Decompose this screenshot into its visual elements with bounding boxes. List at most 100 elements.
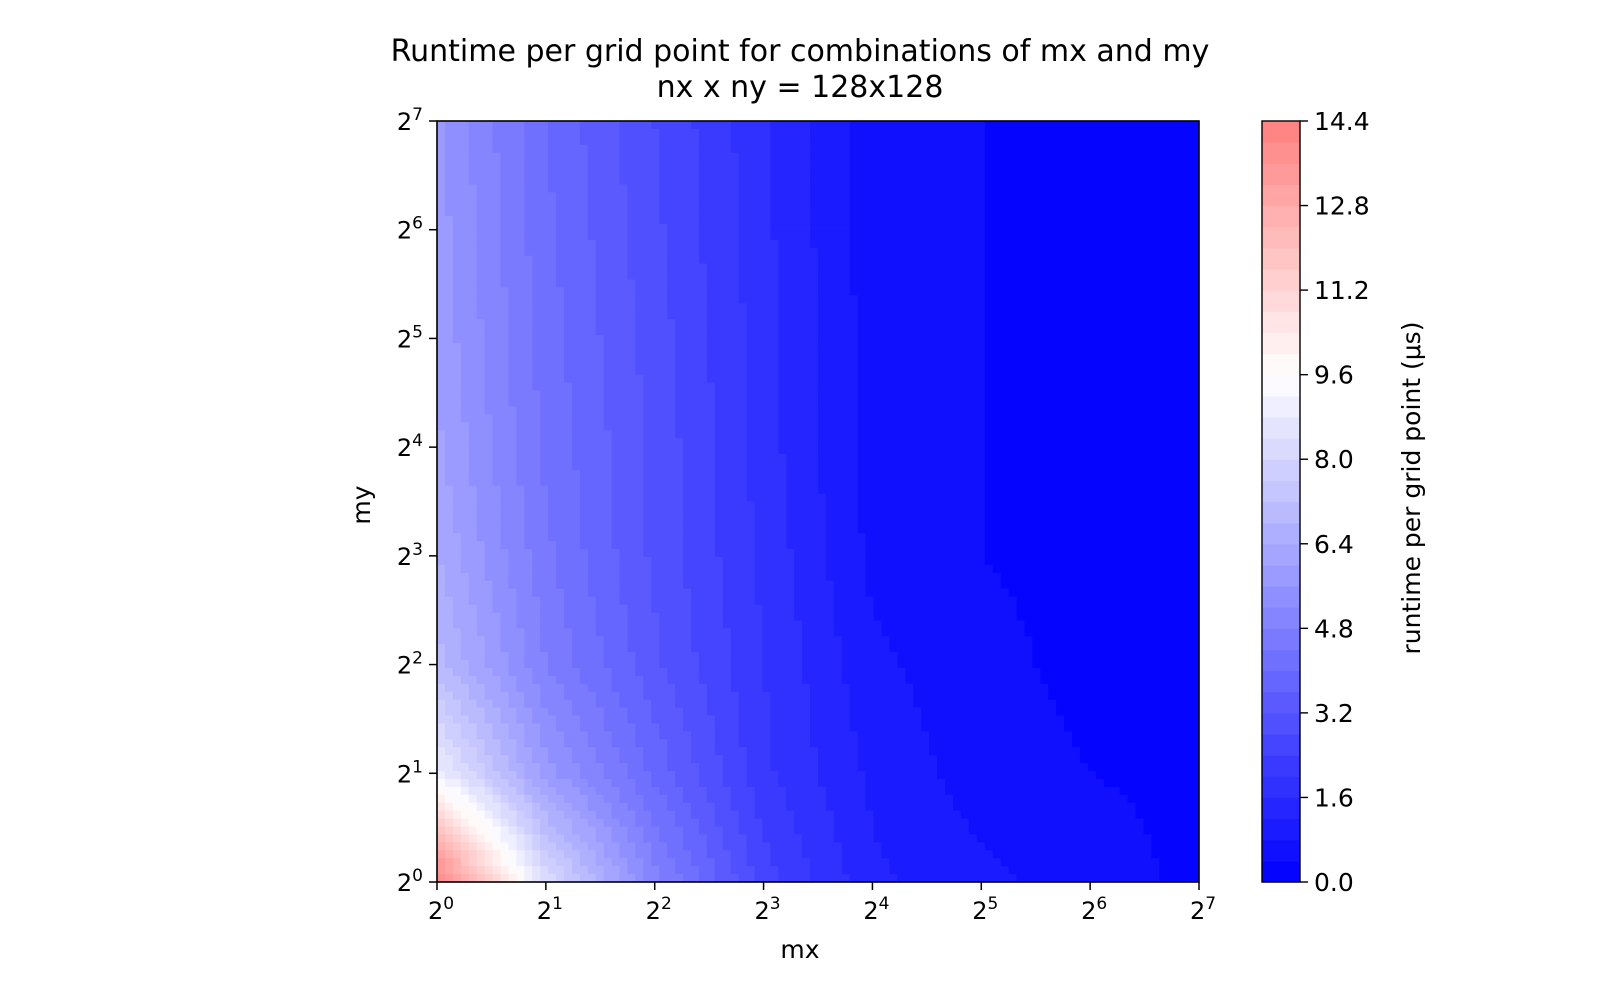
heatmap-cell xyxy=(802,453,811,463)
heatmap-cell xyxy=(1000,358,1010,368)
heatmap-cell xyxy=(460,469,470,479)
heatmap-cell xyxy=(1119,430,1129,439)
heatmap-cell xyxy=(905,231,914,241)
heatmap-cell xyxy=(1191,477,1199,487)
heatmap-cell xyxy=(905,430,914,439)
heatmap-cell xyxy=(1175,168,1184,178)
heatmap-cell xyxy=(508,366,517,376)
heatmap-cell xyxy=(714,200,724,209)
heatmap-cell xyxy=(786,287,795,296)
heatmap-cell xyxy=(1064,438,1073,447)
heatmap-cell xyxy=(865,160,875,170)
heatmap-cell xyxy=(1048,525,1057,534)
heatmap-cell xyxy=(833,160,843,170)
heatmap-cell xyxy=(643,342,652,352)
heatmap-cell xyxy=(945,422,954,431)
heatmap-cell xyxy=(1143,406,1152,415)
heatmap-cell xyxy=(1151,311,1160,320)
heatmap-cell xyxy=(881,358,891,368)
heatmap-cell xyxy=(762,168,771,178)
heatmap-cell xyxy=(786,128,795,138)
heatmap-cell xyxy=(802,231,811,241)
heatmap-cell xyxy=(619,160,629,170)
heatmap-cell xyxy=(611,350,621,360)
heatmap-cell xyxy=(730,398,740,407)
heatmap-cell xyxy=(667,406,676,415)
heatmap-cell xyxy=(952,501,962,511)
heatmap-cell xyxy=(468,453,478,463)
heatmap-cell xyxy=(595,461,605,471)
heatmap-cell xyxy=(1167,200,1176,209)
heatmap-cell xyxy=(460,247,470,257)
heatmap-cell xyxy=(587,446,597,455)
heatmap-cell xyxy=(976,319,986,328)
heatmap-cell xyxy=(587,192,597,201)
heatmap-cell xyxy=(579,160,589,170)
heatmap-cell xyxy=(651,239,660,249)
heatmap-cell xyxy=(960,192,970,201)
heatmap-cell xyxy=(913,477,922,487)
heatmap-cell xyxy=(635,239,644,249)
heatmap-cell xyxy=(468,422,478,431)
heatmap-cell xyxy=(659,461,668,471)
heatmap-cell xyxy=(1008,160,1018,170)
heatmap-cell xyxy=(1119,200,1129,209)
heatmap-cell xyxy=(516,422,525,431)
heatmap-cell xyxy=(913,128,922,138)
heatmap-cell xyxy=(643,176,652,186)
heatmap-cell xyxy=(1127,295,1137,304)
heatmap-cell xyxy=(706,493,716,503)
heatmap-cell xyxy=(1111,144,1121,154)
heatmap-cell xyxy=(500,335,510,344)
heatmap-cell xyxy=(524,525,533,534)
heatmap-cell xyxy=(802,319,811,328)
heatmap-cell xyxy=(746,358,756,368)
heatmap-cell xyxy=(968,366,978,376)
heatmap-cell xyxy=(706,430,716,439)
heatmap-cell xyxy=(738,192,748,201)
heatmap-cell xyxy=(865,247,875,257)
heatmap-cell xyxy=(1064,287,1073,296)
heatmap-cell xyxy=(1000,327,1010,336)
heatmap-cell xyxy=(1016,485,1025,495)
heatmap-cell xyxy=(532,493,541,503)
heatmap-cell xyxy=(579,200,589,209)
heatmap-cell xyxy=(1119,398,1129,407)
heatmap-cell xyxy=(532,216,541,225)
heatmap-cell xyxy=(476,461,486,471)
heatmap-cell xyxy=(611,152,621,162)
heatmap-cell xyxy=(857,358,867,368)
heatmap-cell xyxy=(1103,144,1113,154)
heatmap-cell xyxy=(508,350,517,360)
heatmap-cell xyxy=(1167,509,1176,518)
heatmap-cell xyxy=(1064,168,1073,178)
heatmap-cell xyxy=(675,517,684,526)
heatmap-cell xyxy=(746,501,756,511)
heatmap-cell xyxy=(1135,128,1145,138)
heatmap-cell xyxy=(659,406,668,415)
heatmap-cell xyxy=(659,144,668,154)
heatmap-cell xyxy=(706,311,716,320)
heatmap-cell xyxy=(595,279,605,289)
heatmap-cell xyxy=(452,382,462,392)
heatmap-cell xyxy=(1056,271,1065,281)
heatmap-cell xyxy=(437,200,446,209)
heatmap-cell xyxy=(873,319,883,328)
heatmap-cell xyxy=(587,461,597,471)
heatmap-cell xyxy=(683,485,692,495)
heatmap-cell xyxy=(1119,255,1129,265)
heatmap-cell xyxy=(651,263,660,273)
heatmap-cell xyxy=(1040,279,1049,289)
heatmap-cell xyxy=(976,208,986,217)
heatmap-cell xyxy=(556,350,565,360)
heatmap-cell xyxy=(984,406,994,415)
heatmap-cell xyxy=(1111,295,1121,304)
heatmap-cell xyxy=(579,295,589,304)
heatmap-cell xyxy=(802,390,811,400)
heatmap-cell xyxy=(476,144,486,154)
heatmap-cell xyxy=(452,327,462,336)
heatmap-cell xyxy=(706,231,716,241)
heatmap-cell xyxy=(1119,358,1129,368)
heatmap-cell xyxy=(778,430,787,439)
heatmap-cell xyxy=(849,247,859,257)
